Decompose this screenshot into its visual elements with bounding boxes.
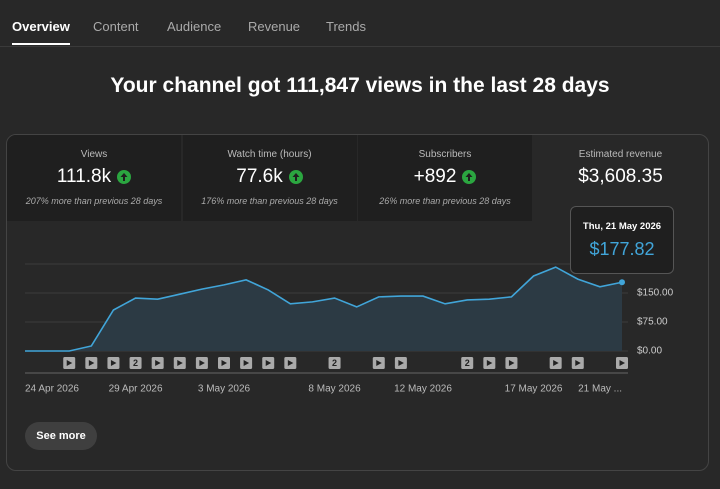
play-icon: [376, 360, 382, 366]
x-tick-label: 8 May 2026: [308, 384, 361, 395]
metric-value: 111.8k: [7, 166, 181, 188]
see-more-button[interactable]: See more: [25, 422, 97, 450]
video-marker: [461, 357, 474, 369]
play-icon: [221, 360, 227, 366]
tab[interactable]: Overview: [12, 19, 70, 45]
tab[interactable]: Audience: [167, 19, 222, 34]
y-tick-label: $150.00: [637, 288, 674, 299]
metric-tile[interactable]: Views 111.8k 207% more than previous 28 da…: [7, 135, 181, 221]
metric-value: 77.6k: [183, 166, 357, 188]
play-icon: [88, 360, 95, 366]
play-icon: [486, 360, 493, 366]
play-icon: [508, 360, 515, 366]
highlight-point: [619, 279, 625, 286]
play-icon: [110, 360, 117, 366]
x-tick-label: 29 Apr 2026: [109, 384, 163, 395]
metric-value: $3,608.35: [534, 166, 708, 188]
arrow: [120, 173, 128, 181]
metric-change: 207% more than previous 28 days: [25, 196, 163, 206]
play-icon: [199, 360, 205, 366]
metric-label: Views: [80, 149, 108, 160]
y-tick-label: $0.00: [637, 346, 662, 357]
metric-tile[interactable]: Watch time (hours) 77.6k 176% more than pr…: [182, 135, 357, 221]
x-tick-label: 21 May ...: [578, 384, 622, 395]
video-count: 2: [332, 358, 337, 368]
x-tick-label: 24 Apr 2026: [25, 384, 79, 395]
line: [25, 266, 623, 352]
metric-number: +892: [413, 166, 457, 187]
trend-up-icon: [462, 170, 477, 184]
video-marker: [129, 357, 142, 369]
tooltip-value: $177.82: [589, 239, 655, 259]
metric-label: Subscribers: [418, 149, 472, 160]
metric-value: +892: [358, 166, 532, 188]
video-count: 2: [465, 358, 470, 368]
x-tick-label: 17 May 2026: [505, 384, 563, 395]
play-icon: [155, 360, 161, 366]
metric-number: 77.6k: [236, 166, 283, 187]
metric-number: $3,608.35: [578, 166, 663, 187]
trend-up-icon: [117, 170, 132, 184]
tab[interactable]: Trends: [326, 19, 366, 34]
video-marker: [328, 357, 341, 369]
metric-change: 176% more than previous 28 days: [201, 196, 338, 206]
tooltip: Thu, 21 May 2026 $177.82: [570, 206, 674, 274]
play-icon: [265, 360, 272, 366]
video-count: 2: [133, 358, 138, 368]
x-tick-label: 3 May 2026: [198, 384, 251, 395]
arrow: [465, 173, 473, 181]
play-icon: [177, 360, 183, 366]
metric-label: Watch time (hours): [227, 149, 312, 160]
arrow: [292, 173, 300, 181]
metric-label: Estimated revenue: [578, 149, 663, 160]
metric-tile[interactable]: Estimated revenue $3,608.35: [534, 135, 708, 221]
play-icon: [287, 360, 294, 366]
tab[interactable]: Content: [93, 19, 139, 34]
play-icon: [575, 360, 581, 366]
play-icon: [619, 360, 625, 366]
metric-number: 111.8k: [56, 166, 112, 187]
metric-change: 26% more than previous 28 days: [379, 196, 511, 206]
metric-tile[interactable]: Subscribers +892 26% more than previous 28…: [358, 135, 532, 221]
play-icon: [553, 360, 559, 366]
area-fill: [25, 267, 622, 351]
tooltip-title: Thu, 21 May 2026: [582, 221, 662, 232]
play-icon: [243, 360, 250, 366]
headline: Your channel got 111,847 views in the la…: [110, 74, 610, 97]
play-icon: [66, 360, 73, 366]
tab[interactable]: Revenue: [248, 19, 301, 34]
x-tick-label: 12 May 2026: [394, 384, 452, 395]
trend-up-icon: [288, 170, 303, 184]
play-icon: [398, 360, 404, 366]
y-tick-label: $75.00: [637, 317, 668, 328]
tab-bar: Overview Content Audience Revenue Trends: [0, 0, 720, 47]
